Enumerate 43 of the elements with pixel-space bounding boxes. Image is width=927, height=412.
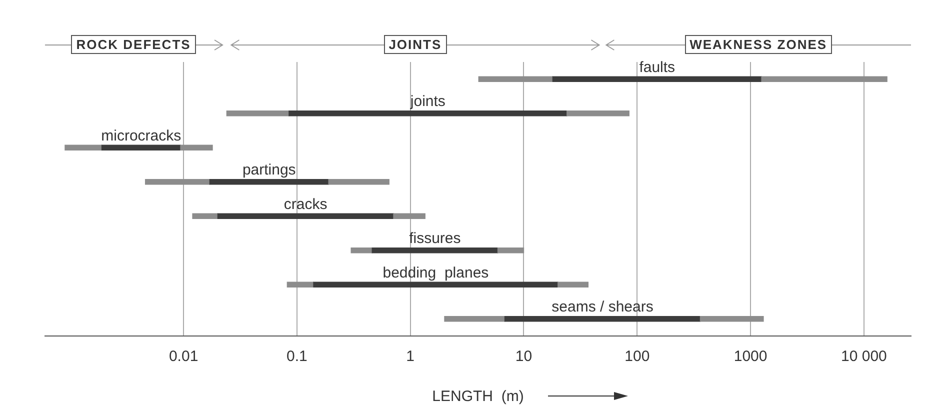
bar <box>552 76 762 82</box>
text: ROCK DEFECTS <box>71 35 196 54</box>
bar <box>700 316 764 322</box>
bar <box>393 213 426 219</box>
bar <box>497 248 524 254</box>
bar <box>350 248 372 254</box>
bar <box>328 179 390 185</box>
bar <box>144 179 210 185</box>
bar <box>209 179 329 185</box>
bar <box>64 144 102 150</box>
bar <box>192 213 218 219</box>
x-tick-label: 10 000 <box>841 348 887 366</box>
bar <box>101 144 181 150</box>
x-tick-label: 0.01 <box>168 348 198 366</box>
bar <box>217 213 394 219</box>
x-tick-label: 0.1 <box>286 348 308 366</box>
y-tick-label: seams / shears <box>552 298 654 316</box>
y-tick-label: fissures <box>409 230 461 248</box>
bar <box>558 282 589 288</box>
bar <box>478 76 554 82</box>
x-tick-label: 1 <box>406 348 415 366</box>
y-tick-label: partings <box>242 162 296 179</box>
bar <box>180 144 213 150</box>
x-axis-title: LENGTH (m) <box>432 388 524 406</box>
bar <box>504 316 701 322</box>
x-tick-label: 10 <box>515 348 532 366</box>
y-tick-label: bedding planes <box>382 264 489 282</box>
y-tick-label: microcracks <box>101 127 182 144</box>
bar <box>313 282 558 288</box>
y-tick-label: joints <box>409 93 446 110</box>
bar <box>226 110 290 116</box>
bar <box>372 248 498 254</box>
x-tick-label: 100 <box>624 348 650 366</box>
bar <box>444 316 506 322</box>
y-tick-label: faults <box>639 58 676 76</box>
y-tick-label: cracks <box>284 196 328 213</box>
bar <box>761 76 888 82</box>
bar <box>566 110 630 116</box>
text: WEAKNESS ZONES <box>684 35 832 54</box>
bar <box>288 110 568 116</box>
x-tick-label: 1000 <box>734 348 768 366</box>
text: JOINTS <box>384 35 447 54</box>
bar <box>286 282 314 288</box>
